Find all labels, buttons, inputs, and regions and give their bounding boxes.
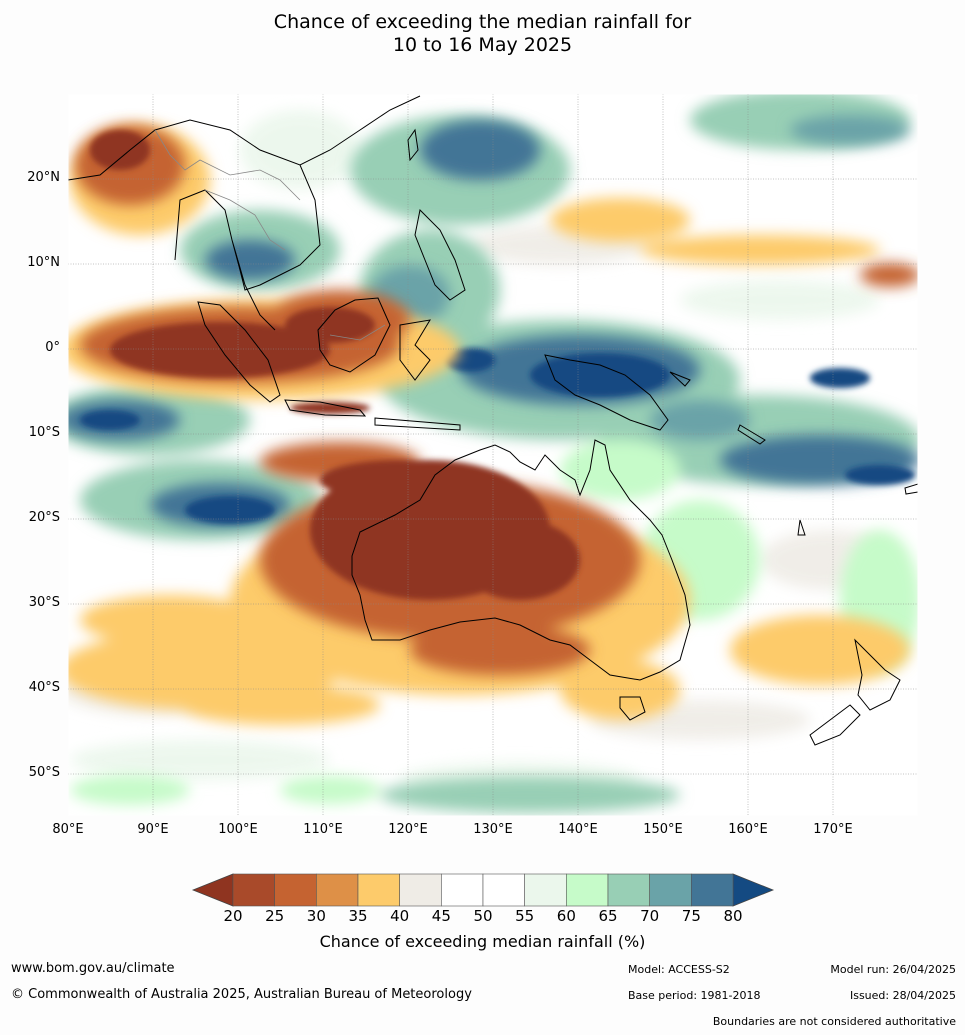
map-graticule — [68, 94, 918, 816]
lat-label-40s: 40°S — [28, 680, 60, 695]
colorbar-segment — [691, 873, 734, 907]
colorbar-segment — [649, 873, 692, 907]
colorbar-tick-label: 30 — [306, 907, 326, 925]
java-coastline — [284, 399, 367, 417]
colorbar — [191, 873, 775, 907]
boundaries-disclaimer: Boundaries are not considered authoritat… — [712, 1015, 956, 1028]
colorbar-tick-label: 35 — [348, 907, 368, 925]
colorbar-segment — [316, 873, 359, 907]
colorbar-segment — [524, 873, 567, 907]
australia-coastline — [351, 439, 691, 681]
lon-label-130e: 130°E — [473, 822, 513, 837]
website-link[interactable]: www.bom.gov.au/climate — [11, 961, 175, 976]
colorbar-segment — [274, 873, 317, 907]
lat-label-0: 0° — [45, 340, 60, 355]
lon-label-110e: 110°E — [303, 822, 343, 837]
lon-label-120e: 120°E — [388, 822, 428, 837]
colorbar-tick-label: 25 — [265, 907, 285, 925]
colorbar-tick-label: 65 — [598, 907, 618, 925]
base-period: Base period: 1981-2018 — [628, 989, 761, 1002]
colorbar-tick-label: 70 — [640, 907, 660, 925]
colorbar-low-arrow-icon — [191, 873, 234, 907]
sulawesi-coastline — [399, 319, 431, 381]
borneo-coastline — [317, 297, 391, 373]
lon-label-90e: 90°E — [137, 822, 169, 837]
lat-label-30s: 30°S — [28, 595, 60, 610]
colorbar-tick-label: 80 — [723, 907, 743, 925]
colorbar-segment — [441, 873, 484, 907]
new-guinea-coastline — [544, 354, 669, 431]
colorbar-segment — [607, 873, 650, 907]
colorbar-segment — [482, 873, 525, 907]
issued-date: Issued: 28/04/2025 — [849, 989, 956, 1002]
map-title-line-2: 10 to 16 May 2025 — [392, 34, 573, 56]
lat-label-10n: 10°N — [27, 255, 60, 270]
colorbar-segment — [232, 873, 275, 907]
colorbar-segment — [399, 873, 442, 907]
lon-label-140e: 140°E — [558, 822, 598, 837]
colorbar-high-arrow-icon — [732, 873, 775, 907]
copyright-text: © Commonwealth of Australia 2025, Austra… — [11, 987, 472, 1002]
colorbar-tick-label: 60 — [556, 907, 576, 925]
colorbar-tick-label: 75 — [681, 907, 701, 925]
lat-label-20s: 20°S — [28, 510, 60, 525]
colorbar-tick-label: 40 — [390, 907, 410, 925]
tasmania-coastline — [619, 696, 646, 721]
coastlines — [68, 95, 918, 746]
colorbar-tick-label: 50 — [473, 907, 493, 925]
colorbar-segment — [357, 873, 400, 907]
lon-label-100e: 100°E — [218, 822, 258, 837]
colorbar-tick-label: 45 — [431, 907, 451, 925]
lon-label-160e: 160°E — [728, 822, 768, 837]
map-frame — [67, 93, 919, 817]
sumatra-coastline — [197, 301, 281, 403]
colorbar-tick-label: 20 — [223, 907, 243, 925]
philippines-coastline — [414, 208, 466, 301]
colorbar-title: Chance of exceeding median rainfall (%) — [319, 932, 646, 951]
lat-label-20n: 20°N — [27, 170, 60, 185]
lon-label-80e: 80°E — [52, 822, 84, 837]
map-title-line-1: Chance of exceeding the median rainfall … — [273, 11, 692, 33]
lat-label-50s: 50°S — [28, 765, 60, 780]
colorbar-segment — [566, 873, 609, 907]
country-borders — [154, 129, 386, 341]
lon-label-150e: 150°E — [643, 822, 683, 837]
colorbar-tick-label: 55 — [515, 907, 535, 925]
model-run-date: Model run: 26/04/2025 — [830, 963, 956, 976]
new-zealand-coastline — [854, 638, 901, 711]
model-name: Model: ACCESS-S2 — [628, 963, 730, 976]
lon-label-170e: 170°E — [813, 822, 853, 837]
lat-label-10s: 10°S — [28, 425, 60, 440]
